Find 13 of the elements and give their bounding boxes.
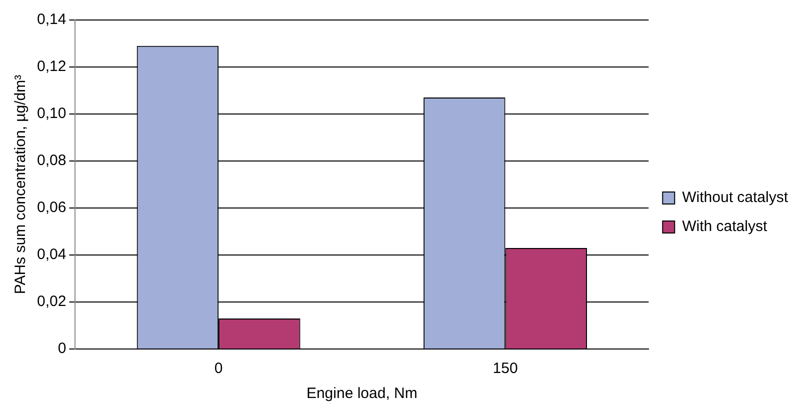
- legend-label: Without catalyst: [682, 189, 789, 206]
- y-tick-label: 0,04: [36, 246, 66, 264]
- y-tick-label: 0,12: [36, 58, 66, 76]
- y-tick-label: 0,10: [36, 105, 66, 122]
- y-axis-title: PAHs sum concentration, µg/dm³: [12, 74, 30, 294]
- x-axis-title: Engine load, Nm: [306, 385, 418, 402]
- y-tick-label: 0,06: [36, 199, 66, 216]
- x-tick-label: 150: [492, 360, 518, 378]
- y-tick-label: 0,14: [36, 11, 66, 28]
- legend-label: With catalyst: [682, 218, 768, 236]
- y-tick-label: 0,02: [36, 293, 66, 310]
- y-tick-label: 0: [58, 340, 66, 358]
- y-tick-label: 0,08: [36, 152, 66, 170]
